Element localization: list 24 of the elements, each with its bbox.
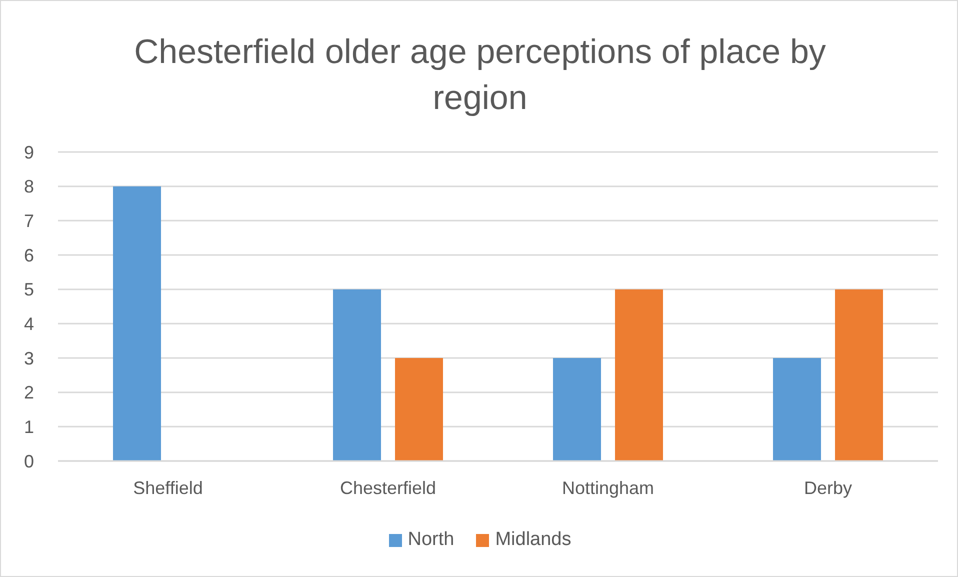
bar: [333, 289, 381, 461]
legend-label: North: [408, 529, 454, 551]
y-tick-label: 9: [24, 142, 34, 162]
y-tick-label: 2: [24, 382, 34, 403]
bar: [553, 358, 601, 461]
bar: [773, 358, 821, 461]
y-tick-label: 3: [24, 348, 34, 368]
y-tick-label: 0: [24, 451, 34, 472]
y-tick-label: 1: [24, 417, 34, 438]
x-tick-label: Chesterfield: [340, 478, 436, 498]
bar: [395, 358, 443, 461]
x-tick-label: Sheffield: [133, 478, 203, 498]
bar: [835, 289, 883, 461]
y-tick-label: 7: [24, 211, 34, 232]
bar: [615, 289, 663, 461]
y-tick-label: 5: [24, 280, 34, 300]
chart-title: Chesterfield older age perceptions of place by region: [133, 32, 827, 119]
y-tick-label: 6: [24, 245, 34, 266]
y-tick-label: 4: [24, 314, 34, 334]
bar: [113, 186, 161, 461]
legend-label: Midlands: [495, 529, 572, 551]
x-tick-label: Derby: [804, 478, 852, 498]
y-tick-label: 8: [24, 176, 34, 197]
x-tick-label: Nottingham: [562, 478, 654, 498]
